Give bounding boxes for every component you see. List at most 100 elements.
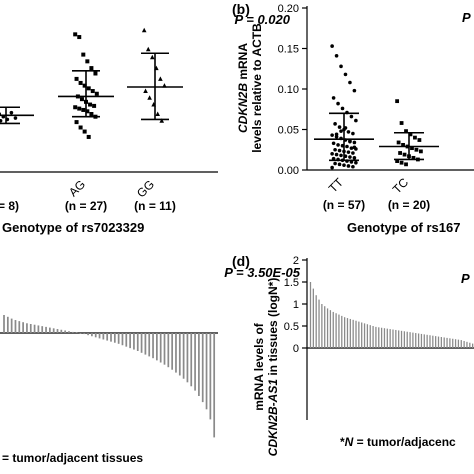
panel-c-bar	[201, 333, 204, 403]
panel-b-point	[404, 129, 408, 134]
panel-b-point	[340, 158, 345, 163]
panel-d-bar	[375, 326, 377, 348]
panel-b-point	[339, 129, 343, 133]
panel-b-y-tick-label: 0.05	[278, 125, 299, 137]
panel-b-point	[352, 140, 357, 145]
panel-b-point	[408, 132, 413, 137]
panel-c-bar	[29, 324, 32, 333]
panel-b-point	[418, 149, 423, 154]
panel-d-bar	[346, 318, 349, 348]
panel-d-bar	[446, 337, 448, 348]
panel-b-n-tt: (n = 57)	[323, 198, 365, 212]
panel-d-bar	[429, 335, 431, 348]
panel-b-point	[395, 99, 400, 104]
panel-a-point	[77, 106, 82, 111]
panel-b-x-label: Genotype of rs167	[347, 220, 460, 235]
panel-a-point	[151, 102, 156, 107]
panel-c-bar	[49, 327, 51, 333]
panel-d-bar	[457, 339, 460, 348]
panel-d-bar	[466, 341, 468, 348]
panel-b-point	[342, 149, 346, 154]
panel-a-point	[78, 125, 83, 130]
panel-b-point	[354, 160, 358, 165]
panel-d-bar	[406, 331, 408, 348]
panel-c-bar	[60, 329, 63, 333]
panel-d-bar	[440, 337, 442, 348]
panel-a-point	[88, 102, 93, 107]
panel-b-point	[411, 155, 416, 160]
panel-b-point	[401, 142, 405, 147]
panel-b-point	[354, 118, 358, 123]
panel-a-point	[0, 118, 3, 123]
panel-c-bar	[10, 318, 13, 333]
panel-b-tick-tt: TT	[326, 175, 347, 196]
panel-b-point	[407, 154, 411, 159]
panel-c-bar	[110, 333, 112, 342]
panel-c-bar	[129, 333, 131, 349]
panel-c-bar	[33, 324, 36, 333]
panel-c-bar	[136, 333, 139, 351]
panel-a-point	[78, 80, 83, 85]
panel-b-point	[351, 131, 355, 136]
panel-b-plot	[314, 44, 439, 170]
panel-a-point	[82, 83, 87, 88]
panel-a-point	[0, 112, 2, 116]
panel-d-y-label-2: CDKN2B-AS1 in tissues (logN*)	[266, 278, 280, 457]
panel-d-bar	[389, 329, 391, 348]
panel-c-bar	[171, 333, 174, 370]
panel-c-bar	[94, 333, 97, 338]
panel-c-bar	[213, 333, 216, 438]
panel-a-point	[89, 66, 94, 71]
panel-b-y-tick-label: 0.15	[278, 44, 299, 56]
panel-a-point	[93, 71, 98, 76]
panel-a-point	[74, 120, 79, 125]
panel-a-point	[86, 86, 91, 91]
panel-b-point	[337, 125, 342, 129]
panel-d-bar	[361, 322, 363, 348]
panel-d-bar	[403, 331, 406, 348]
panel-d-y-label-1: mRNA levels of	[252, 322, 266, 411]
panel-a-x-label: Genotype of rs7023329	[2, 220, 144, 235]
panel-b-y-label-2: levels relative to ACTB	[250, 23, 264, 153]
panel-b-point	[348, 80, 352, 85]
panel-a-point	[90, 89, 95, 94]
panel-d-bar	[412, 332, 414, 348]
panel-c-bar	[198, 333, 200, 396]
panel-b-point	[330, 152, 334, 156]
panel-a-tick-gg: GG	[134, 177, 157, 200]
panel-c-bar	[52, 328, 55, 333]
panel-c-bar	[148, 333, 151, 357]
panel-d-footnote: *N = tumor/adjacenc	[340, 435, 456, 449]
panel-c-bars	[3, 315, 216, 438]
panel-a-point	[77, 35, 82, 40]
panel-a-point	[81, 107, 86, 112]
panel-c-bar	[45, 326, 47, 333]
panel-d-bar	[432, 335, 434, 348]
panel-b-point	[343, 72, 348, 77]
panel-c-bar	[144, 333, 147, 355]
panel-c-bar	[117, 333, 120, 344]
panel-b-point	[345, 110, 349, 115]
panel-b-y-tick-label: 0.00	[278, 165, 299, 177]
panel-b-point	[402, 152, 407, 157]
panel-d-bar	[415, 333, 417, 348]
panel-d-bar	[380, 327, 383, 348]
panel-d-bar	[369, 325, 371, 348]
panel-b-point	[396, 140, 401, 145]
panel-a-point	[74, 76, 79, 81]
panel-d-bar	[363, 323, 366, 348]
panel-d-bar	[335, 313, 337, 348]
panel-b-y-ticks: 0.00 0.05 0.10 0.15 0.20	[278, 3, 307, 177]
panel-b-point	[346, 164, 351, 168]
panel-b-point	[331, 96, 336, 100]
panel-d-label: (d)	[232, 253, 250, 269]
panel-c-bar	[71, 331, 74, 333]
panel-a-p-value: P = 0.020	[234, 12, 290, 27]
panel-d-bar	[469, 342, 471, 348]
panel-d-bar	[443, 337, 445, 348]
panel-b-point	[346, 130, 351, 134]
panel-a-point	[86, 134, 91, 139]
panel-b-point	[349, 114, 354, 119]
panel-c-bar	[190, 333, 193, 387]
